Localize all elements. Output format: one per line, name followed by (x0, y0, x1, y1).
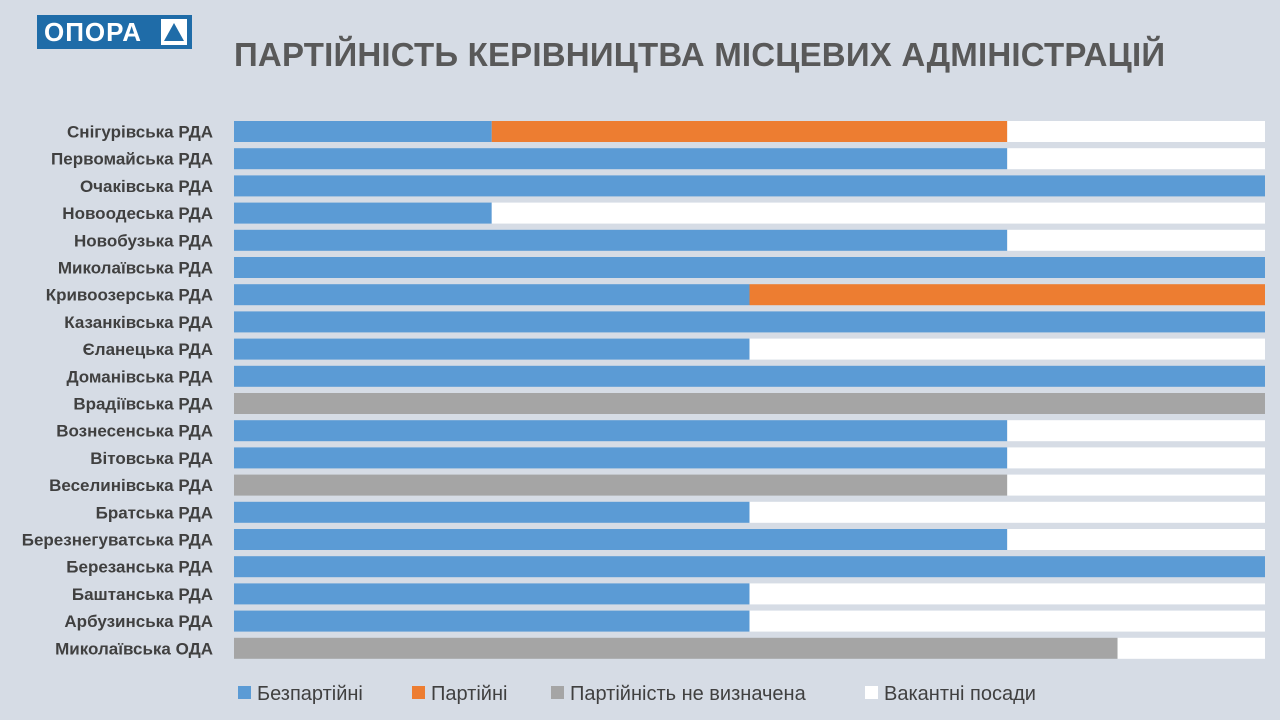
bar-segment-series-3 (749, 501, 1265, 523)
bar-segment-series-3 (1007, 447, 1265, 469)
legend-label: Безпартійні (257, 683, 363, 705)
bar-segment-series-0 (234, 529, 1008, 550)
bar-segment-series-0 (234, 556, 1265, 578)
bar-segment-series-3 (1007, 229, 1265, 251)
category-label: Кривоозерська РДА (46, 286, 213, 305)
category-label: Арбузинська РДА (64, 612, 213, 631)
category-label: Вітовська РДА (90, 449, 213, 468)
bar-segment-series-3 (749, 338, 1265, 360)
legend-label: Вакантні посади (884, 683, 1036, 705)
bar-segment-series-0 (234, 447, 1008, 469)
legend-label: Партійність не визначена (570, 683, 807, 705)
category-label: Казанківська РДА (64, 313, 213, 332)
logo-text: ОПОРА (44, 17, 142, 47)
legend: Безпартійні Партійні Партійність не визнач… (238, 683, 1036, 705)
bar-segment-series-3 (1007, 121, 1265, 142)
category-label: Баштанська РДА (72, 585, 213, 604)
bar-segment-series-1 (749, 284, 1265, 306)
bar-segment-series-3 (1007, 420, 1265, 442)
bar-segment-series-0 (234, 365, 1265, 387)
bar-segment-series-0 (234, 121, 492, 142)
legend-swatch (412, 686, 425, 699)
bar-segment-series-3 (749, 583, 1265, 605)
legend-label: Партійні (431, 683, 507, 705)
category-label: Новобузька РДА (74, 231, 213, 250)
bar-segment-series-0 (234, 583, 750, 605)
bar-segment-series-0 (234, 229, 1008, 251)
category-label: Врадіївська РДА (73, 395, 213, 414)
category-label: Снігурівська РДА (67, 123, 213, 142)
category-label: Березнегуватська РДА (22, 531, 213, 550)
bar-segment-series-1 (491, 121, 1008, 142)
category-labels: Снігурівська РДА Первомайська РДА Очаківсь… (22, 123, 213, 659)
bar-segment-series-3 (1117, 637, 1265, 659)
bar-segment-series-0 (234, 284, 750, 306)
category-label: Доманівська РДА (66, 367, 213, 386)
category-label: Очаківська РДА (80, 177, 213, 196)
bar-segment-series-0 (234, 257, 1265, 278)
bar-segment-series-2 (234, 637, 1118, 659)
bar-segment-series-0 (234, 420, 1008, 442)
category-label: Єланецька РДА (83, 340, 213, 359)
category-label: Первомайська РДА (51, 150, 213, 169)
bar-segment-series-0 (234, 311, 1265, 333)
bar-segment-series-2 (234, 393, 1265, 414)
category-label: Вознесенська РДА (56, 422, 213, 441)
triangle-logo-icon (161, 19, 187, 45)
legend-swatch (551, 686, 564, 699)
opora-logo: ОПОРА (37, 15, 192, 49)
category-label: Миколаївська РДА (58, 259, 213, 278)
bar-segment-series-0 (234, 338, 750, 360)
category-label: Березанська РДА (66, 558, 213, 577)
legend-swatch (238, 686, 251, 699)
bars-group (234, 121, 1265, 659)
bar-segment-series-0 (234, 148, 1008, 170)
bar-segment-series-3 (749, 610, 1265, 632)
category-label: Братська РДА (96, 503, 213, 522)
bar-segment-series-0 (234, 202, 492, 224)
category-label: Веселинівська РДА (49, 476, 213, 495)
bar-segment-series-3 (1007, 148, 1265, 170)
bar-segment-series-0 (234, 610, 750, 632)
bar-segment-series-0 (234, 175, 1265, 197)
bar-segment-series-2 (234, 474, 1008, 496)
category-label: Новоодеська РДА (62, 204, 213, 223)
bar-segment-series-3 (1007, 474, 1265, 496)
bar-segment-series-3 (1007, 529, 1265, 550)
bar-segment-series-0 (234, 501, 750, 523)
legend-swatch (865, 686, 878, 699)
bar-segment-series-3 (491, 202, 1265, 224)
category-label: Миколаївська ОДА (55, 639, 213, 658)
chart-title: ПАРТІЙНІСТЬ КЕРІВНИЦТВА МІСЦЕВИХ АДМІНІС… (234, 36, 1166, 73)
